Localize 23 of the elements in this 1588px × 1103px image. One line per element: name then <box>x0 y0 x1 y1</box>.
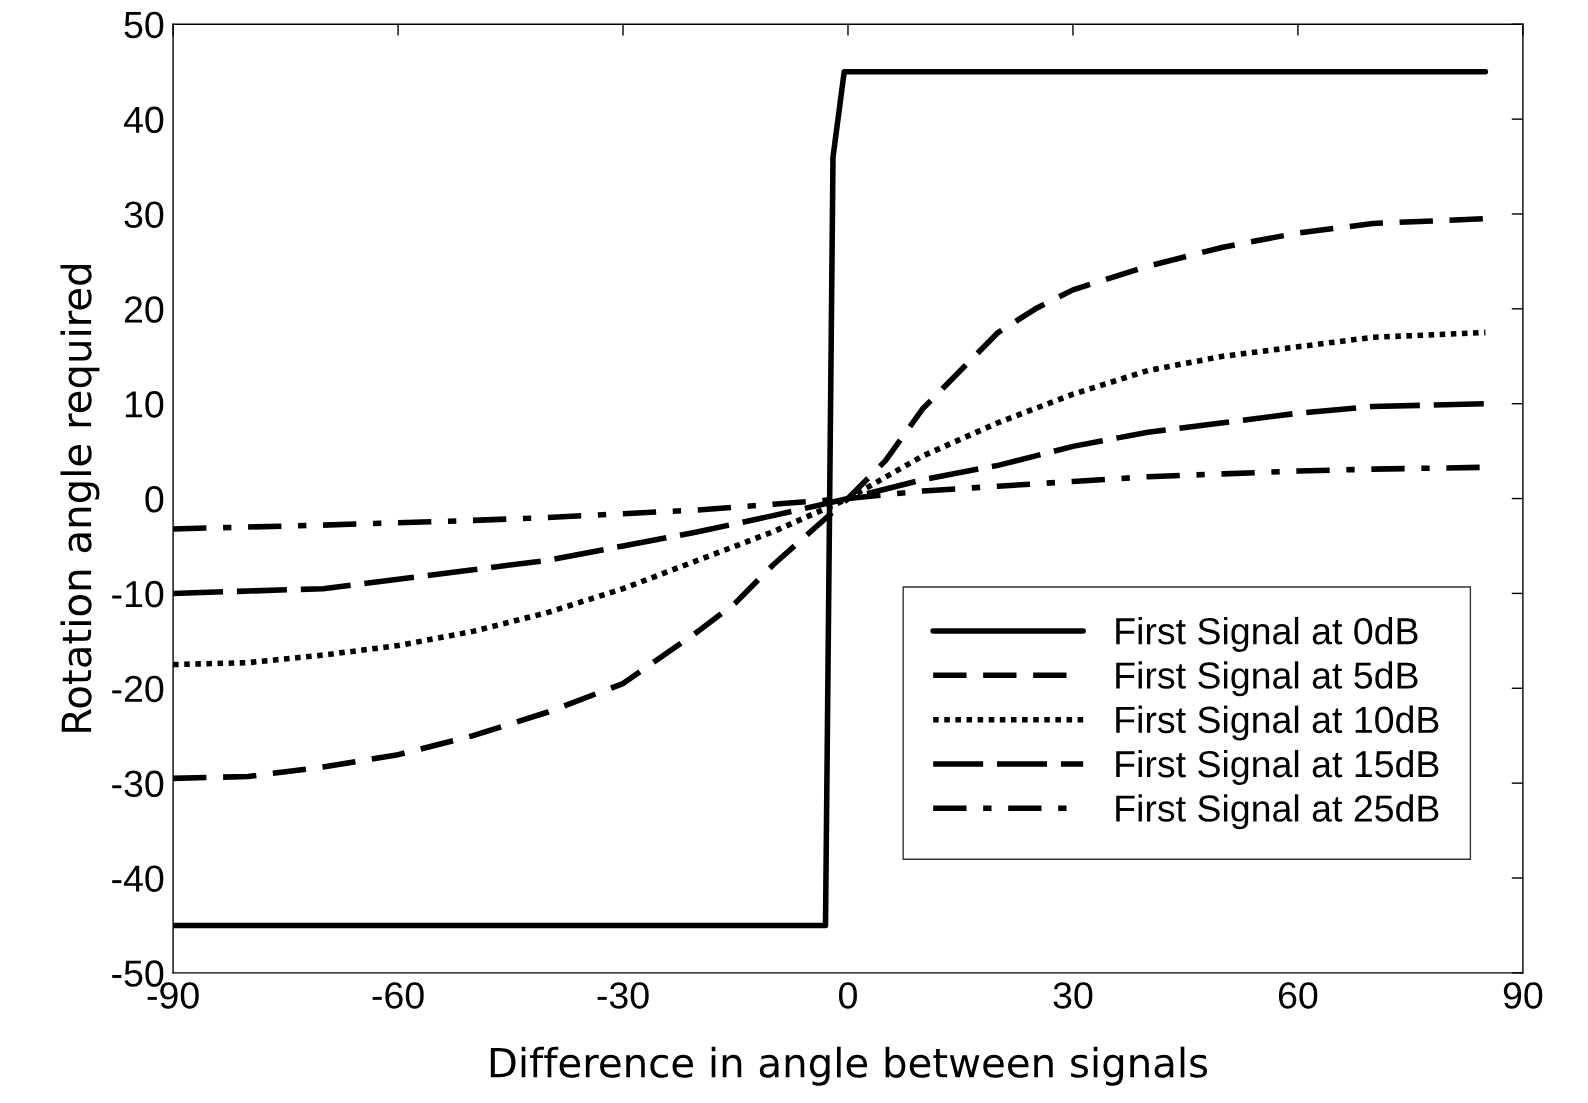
x-tick-label: 60 <box>1278 982 1318 1009</box>
y-tick-label: 20 <box>124 296 164 323</box>
y-tick-label: 10 <box>125 391 164 418</box>
y-tick-label: -10 <box>112 580 164 608</box>
x-tick-label: 90 <box>1503 982 1543 1009</box>
y-tick-label: -30 <box>112 770 164 798</box>
legend-label: First Signal at 15dB <box>1116 749 1439 785</box>
y-tick-label: 40 <box>123 106 164 134</box>
x-tick-label: 0 <box>839 982 857 1009</box>
y-tick-label: -20 <box>112 675 164 703</box>
x-tick-label: 30 <box>1053 982 1093 1009</box>
legend-label: First Signal at 25dB <box>1116 794 1439 830</box>
legend-label: First Signal at 10dB <box>1116 705 1439 741</box>
y-tick-label: 50 <box>124 11 164 39</box>
x-tick-label: -30 <box>597 982 649 1009</box>
x-tick-label: -60 <box>372 982 424 1009</box>
y-tick-label: 30 <box>124 201 164 228</box>
legend-label: First Signal at 5dB <box>1116 661 1418 697</box>
legend-label: First Signal at 0dB <box>1116 616 1418 652</box>
y-tick-label: 0 <box>145 485 164 513</box>
x-axis-title: Difference in angle between signals <box>490 1046 1208 1086</box>
y-axis-title: Rotation angle required <box>60 264 100 732</box>
y-tick-label: -40 <box>112 865 164 892</box>
